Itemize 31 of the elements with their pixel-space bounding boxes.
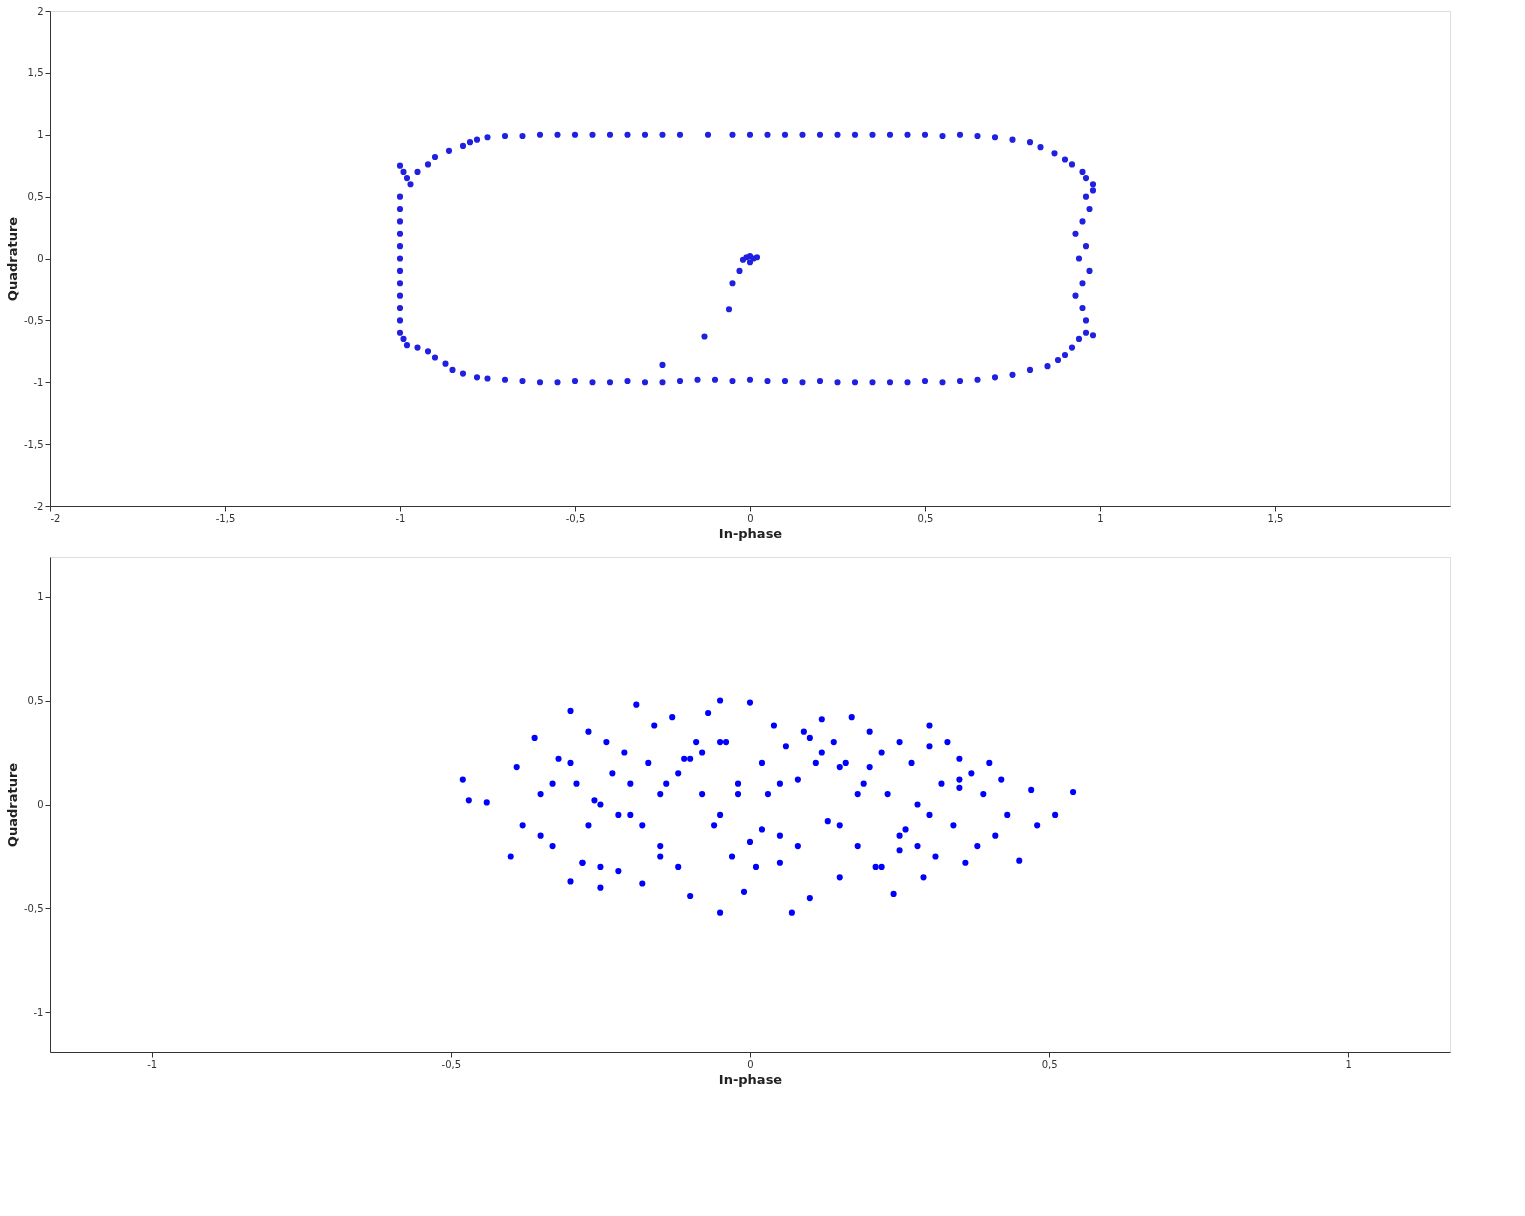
- y-tick-label: 1,5: [27, 67, 44, 79]
- y-tick-label: 0: [37, 253, 44, 264]
- x-axis-title: In-phase: [718, 525, 783, 541]
- y-axis-title: Quadrature: [4, 216, 20, 302]
- x-tick-label: -1,5: [215, 512, 236, 524]
- y-tick-label: 2: [37, 5, 44, 17]
- y-tick-label: 0,5: [27, 191, 44, 203]
- y-tick-label: -1,5: [23, 438, 44, 450]
- x-tick-label: 0,5: [1041, 1058, 1058, 1070]
- x-tick-label: -0,5: [441, 1058, 462, 1070]
- y-tick-label: -0,5: [23, 314, 44, 326]
- y-tick-label: 1: [37, 129, 44, 141]
- x-tick-label: 0,5: [917, 512, 934, 524]
- y-tick-label: -0,5: [23, 902, 44, 914]
- y-tick-label: -1: [33, 1006, 44, 1018]
- x-tick-label: 1: [1345, 1058, 1352, 1070]
- y-axis-title: Quadrature: [4, 762, 20, 848]
- y-tick-label: -2: [33, 500, 44, 512]
- x-tick-label: 0: [747, 1058, 754, 1070]
- y-tick-label: 1: [37, 591, 44, 603]
- x-tick-label: -2: [50, 512, 61, 524]
- y-tick-label: 0,5: [27, 695, 44, 707]
- x-tick-label: 0: [747, 512, 754, 524]
- x-tick-label: -1: [395, 512, 406, 524]
- x-tick-label: -0,5: [565, 512, 586, 524]
- y-tick-label: 0: [37, 799, 44, 810]
- y-tick-label: -1: [33, 376, 44, 388]
- x-axis-title: In-phase: [718, 1071, 783, 1087]
- x-tick-label: 1,5: [1267, 512, 1284, 524]
- x-tick-label: 1: [1097, 512, 1104, 524]
- x-tick-label: -1: [147, 1058, 158, 1070]
